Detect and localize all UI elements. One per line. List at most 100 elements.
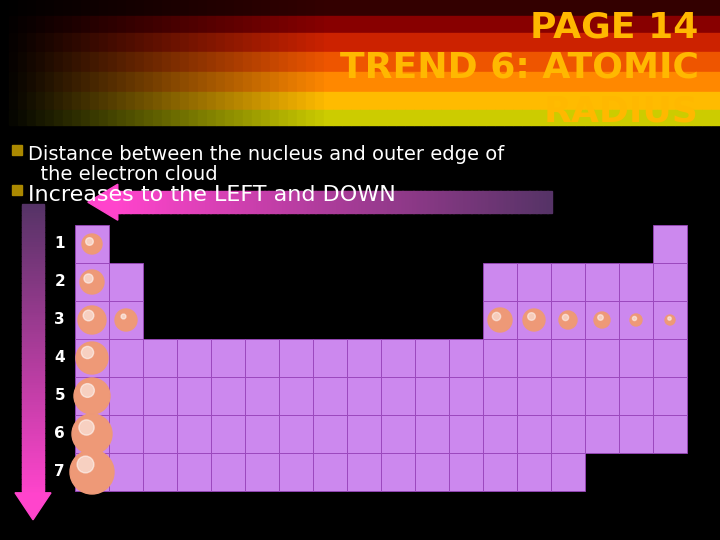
Bar bbox=[153, 110, 162, 125]
Bar bbox=[0, 16, 9, 35]
Bar bbox=[360, 52, 369, 75]
Bar bbox=[359, 191, 363, 213]
Bar bbox=[551, 301, 585, 339]
Bar bbox=[603, 16, 612, 35]
Bar bbox=[513, 16, 522, 35]
Bar bbox=[9, 33, 18, 55]
Bar bbox=[576, 16, 585, 35]
Bar bbox=[360, 16, 369, 35]
Bar bbox=[75, 377, 109, 415]
Bar bbox=[684, 16, 693, 35]
Bar bbox=[177, 339, 211, 377]
Bar bbox=[9, 72, 18, 95]
Bar bbox=[171, 92, 180, 112]
Bar bbox=[536, 191, 541, 213]
Bar bbox=[468, 52, 477, 75]
Bar bbox=[283, 191, 287, 213]
Bar bbox=[22, 293, 44, 296]
Bar bbox=[639, 110, 648, 125]
Bar bbox=[252, 0, 261, 18]
Bar bbox=[477, 72, 486, 95]
Bar bbox=[612, 52, 621, 75]
Bar bbox=[504, 72, 513, 95]
Bar bbox=[257, 191, 261, 213]
Bar bbox=[153, 16, 162, 35]
Bar bbox=[252, 52, 261, 75]
Bar bbox=[477, 110, 486, 125]
Bar bbox=[18, 33, 27, 55]
Bar bbox=[171, 52, 180, 75]
Bar bbox=[612, 0, 621, 18]
Bar bbox=[153, 92, 162, 112]
Bar bbox=[261, 92, 270, 112]
Circle shape bbox=[80, 270, 104, 294]
Bar bbox=[22, 220, 44, 224]
Bar bbox=[495, 110, 504, 125]
Bar bbox=[22, 482, 44, 485]
Text: the electron cloud: the electron cloud bbox=[28, 165, 217, 184]
Bar bbox=[22, 339, 44, 343]
Bar bbox=[711, 52, 720, 75]
Bar bbox=[305, 191, 308, 213]
Bar bbox=[450, 16, 459, 35]
Bar bbox=[171, 16, 180, 35]
Bar bbox=[495, 52, 504, 75]
Bar bbox=[22, 262, 44, 265]
Bar bbox=[36, 92, 45, 112]
Bar bbox=[243, 110, 252, 125]
Bar bbox=[648, 0, 657, 18]
Bar bbox=[22, 206, 44, 210]
Bar bbox=[225, 33, 234, 55]
Bar bbox=[406, 191, 410, 213]
Bar bbox=[666, 0, 675, 18]
Bar bbox=[234, 0, 243, 18]
Bar bbox=[246, 191, 251, 213]
Bar bbox=[381, 339, 415, 377]
Circle shape bbox=[115, 309, 137, 331]
Bar bbox=[657, 52, 666, 75]
Bar bbox=[144, 72, 153, 95]
Bar bbox=[22, 368, 44, 372]
Bar bbox=[531, 16, 540, 35]
Bar bbox=[22, 272, 44, 275]
Bar bbox=[180, 92, 189, 112]
Bar bbox=[483, 263, 517, 301]
Bar bbox=[22, 318, 44, 321]
Bar bbox=[177, 191, 181, 213]
Bar bbox=[27, 72, 36, 95]
Bar bbox=[483, 377, 517, 415]
Bar bbox=[270, 110, 279, 125]
Bar bbox=[36, 16, 45, 35]
Bar bbox=[171, 110, 180, 125]
Bar bbox=[22, 456, 44, 459]
Bar bbox=[369, 16, 378, 35]
Bar bbox=[288, 92, 297, 112]
Bar bbox=[135, 110, 144, 125]
Bar bbox=[315, 92, 324, 112]
Bar bbox=[531, 52, 540, 75]
Bar bbox=[347, 415, 381, 453]
Bar bbox=[517, 339, 551, 377]
Bar bbox=[630, 110, 639, 125]
Bar bbox=[232, 191, 236, 213]
Bar bbox=[261, 191, 265, 213]
Bar bbox=[0, 92, 9, 112]
Bar bbox=[621, 16, 630, 35]
Bar bbox=[549, 110, 558, 125]
Bar bbox=[576, 33, 585, 55]
Bar bbox=[22, 286, 44, 289]
Bar bbox=[449, 377, 483, 415]
Bar bbox=[405, 16, 414, 35]
Bar bbox=[378, 33, 387, 55]
Bar bbox=[432, 72, 441, 95]
Bar bbox=[22, 233, 44, 236]
Bar bbox=[270, 33, 279, 55]
Bar bbox=[306, 92, 315, 112]
Bar bbox=[297, 33, 306, 55]
Bar bbox=[207, 110, 216, 125]
Circle shape bbox=[74, 378, 110, 414]
Bar bbox=[0, 72, 9, 95]
Bar bbox=[217, 191, 222, 213]
Bar bbox=[22, 412, 44, 415]
Bar bbox=[567, 33, 576, 55]
